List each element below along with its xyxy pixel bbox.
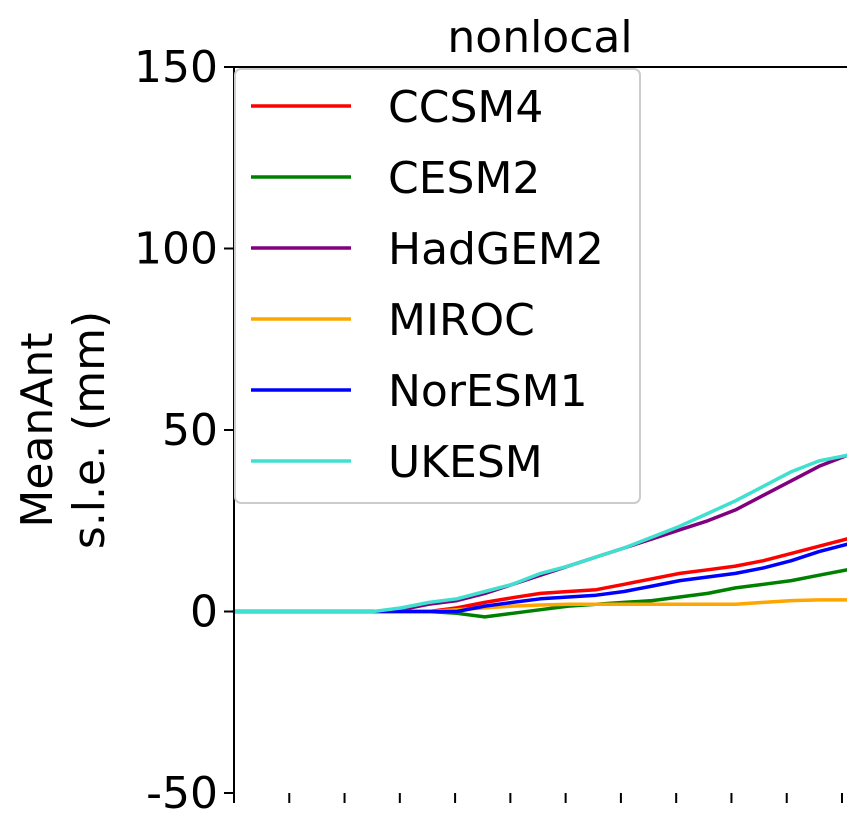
series-lines: [232, 453, 847, 619]
legend-label-noresm1: NorESM1: [388, 366, 588, 417]
legend-label-ccsm4: CCSM4: [388, 82, 543, 133]
y-tick-label: 100: [134, 224, 218, 275]
y-axis-label-line-1: MeanAnt: [12, 332, 63, 527]
legend-entries: CCSM4 CESM2 HadGEM2 MIROC NorESM1 UKESM: [251, 82, 604, 488]
y-tick-label: 0: [190, 587, 218, 638]
y-ticks: -50 0 50 100 150: [134, 42, 234, 816]
y-tick-label: -50: [146, 768, 218, 816]
series-line-ukesm: [232, 453, 847, 614]
legend-label-cesm2: CESM2: [388, 153, 540, 204]
y-tick-label: 50: [162, 405, 218, 456]
legend-label-hadgem2: HadGEM2: [388, 224, 604, 275]
legend-label-miroc: MIROC: [388, 295, 535, 346]
legend: CCSM4 CESM2 HadGEM2 MIROC NorESM1 UKESM: [234, 68, 641, 504]
y-tick-label: 150: [134, 42, 218, 93]
y-axis-label-line-2: s.l.e. (mm): [64, 311, 115, 549]
y-axis-label: MeanAnt s.l.e. (mm): [12, 311, 115, 549]
x-ticks: [233, 793, 843, 803]
legend-label-ukesm: UKESM: [388, 437, 543, 488]
chart-title: nonlocal: [447, 12, 632, 63]
